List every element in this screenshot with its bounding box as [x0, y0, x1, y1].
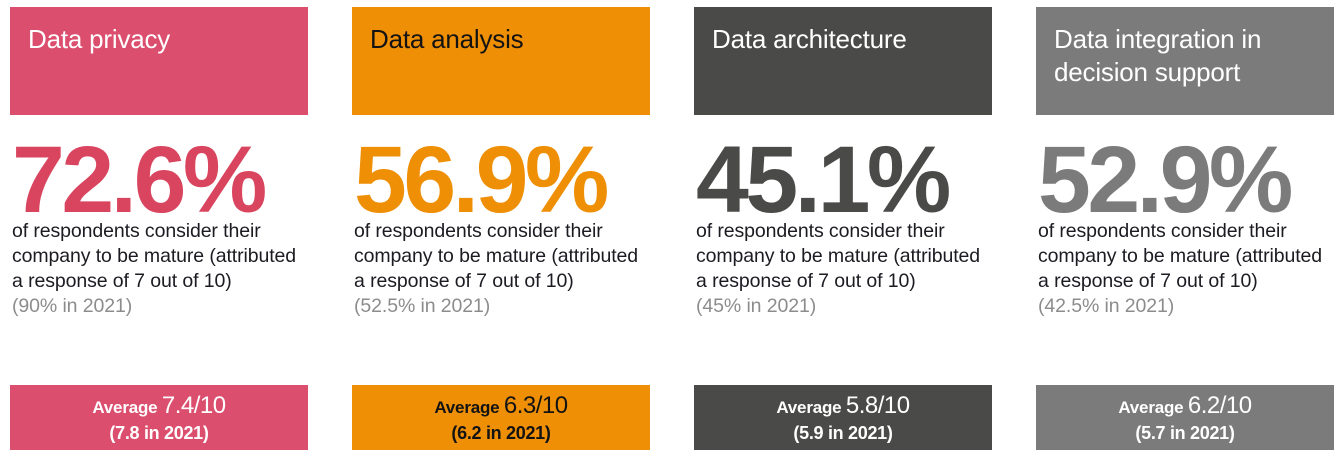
card-percentage: 52.9%: [1038, 127, 1293, 233]
card-average-line: Average 5.8/10: [694, 393, 992, 422]
card-average-value: 6.2/10: [1187, 392, 1252, 419]
card-average-label: Average: [92, 398, 158, 417]
maturity-card-data-architecture: Data architecture 45.1% of respondents c…: [694, 7, 992, 457]
card-title: Data privacy: [10, 7, 308, 115]
card-title: Data architecture: [694, 7, 992, 115]
card-description-text: of respondents consider their company to…: [696, 220, 981, 292]
card-description-text: of respondents consider their company to…: [1038, 220, 1323, 292]
card-average-previous: (5.9 in 2021): [793, 423, 893, 443]
card-previous-year: (52.5% in 2021): [354, 295, 491, 317]
card-previous-year: (42.5% in 2021): [1038, 295, 1175, 317]
card-previous-year: (90% in 2021): [12, 295, 133, 317]
card-average-bar: Average 5.8/10 (5.9 in 2021): [694, 385, 992, 450]
card-description: of respondents consider their company to…: [10, 215, 308, 457]
maturity-card-data-integration: Data integration in decision support 52.…: [1036, 7, 1334, 457]
card-title: Data integration in decision support: [1036, 7, 1334, 115]
card-average-bar: Average 7.4/10 (7.8 in 2021): [10, 385, 308, 450]
card-average-value: 7.4/10: [161, 392, 226, 419]
maturity-card-data-analysis: Data analysis 56.9% of respondents consi…: [352, 7, 650, 457]
card-average-label: Average: [776, 398, 842, 417]
card-average-bar: Average 6.3/10 (6.2 in 2021): [352, 385, 650, 450]
card-average-previous: (6.2 in 2021): [451, 423, 551, 443]
card-description: of respondents consider their company to…: [1036, 215, 1334, 457]
card-average-line: Average 6.3/10: [352, 393, 650, 422]
card-average-bar: Average 6.2/10 (5.7 in 2021): [1036, 385, 1334, 450]
card-average-previous: (7.8 in 2021): [109, 423, 209, 443]
card-average-label: Average: [1118, 398, 1184, 417]
card-average-previous: (5.7 in 2021): [1135, 423, 1235, 443]
card-percentage: 45.1%: [696, 127, 951, 233]
card-description-text: of respondents consider their company to…: [354, 220, 639, 292]
card-average-label: Average: [434, 398, 500, 417]
card-title: Data analysis: [352, 7, 650, 115]
maturity-card-data-privacy: Data privacy 72.6% of respondents consid…: [10, 7, 308, 457]
card-average-value: 5.8/10: [845, 392, 910, 419]
card-average-line: Average 7.4/10: [10, 393, 308, 422]
card-percentage: 56.9%: [354, 127, 609, 233]
card-description-text: of respondents consider their company to…: [12, 220, 297, 292]
card-average-value: 6.3/10: [503, 392, 568, 419]
card-average-line: Average 6.2/10: [1036, 393, 1334, 422]
card-description: of respondents consider their company to…: [694, 215, 992, 457]
card-percentage: 72.6%: [12, 127, 267, 233]
card-description: of respondents consider their company to…: [352, 215, 650, 457]
card-previous-year: (45% in 2021): [696, 295, 817, 317]
